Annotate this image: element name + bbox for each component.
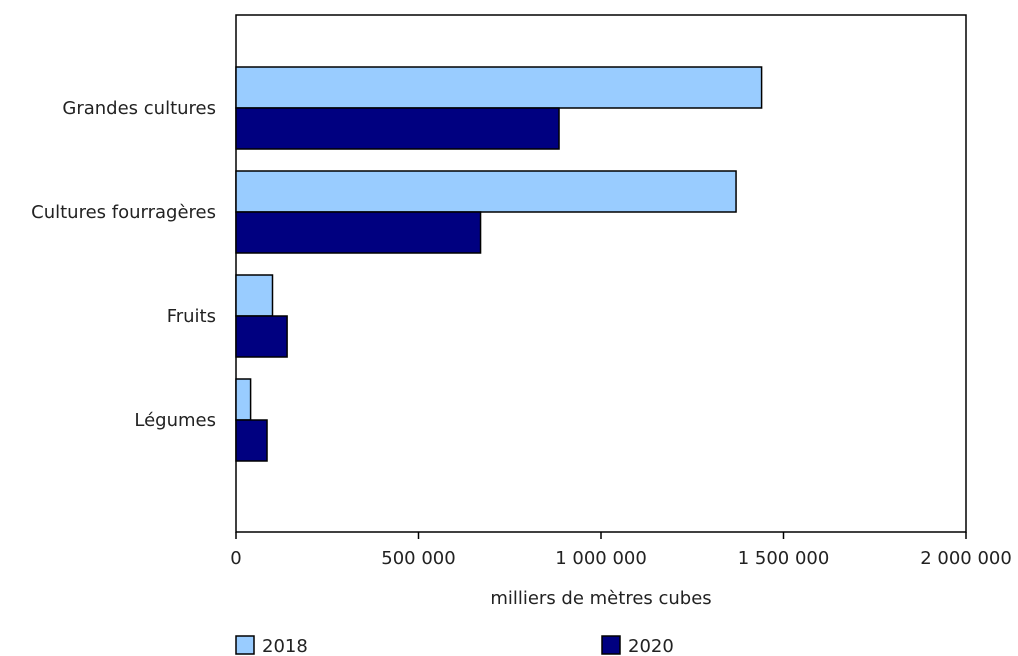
x-tick-label: 0 xyxy=(230,548,241,569)
x-axis-ticks: 0 500 000 1 000 000 1 500 000 2 000 000 xyxy=(230,532,1012,569)
x-axis-title: milliers de mètres cubes xyxy=(490,588,711,609)
x-tick-label: 1 500 000 xyxy=(738,548,830,569)
x-tick-label: 500 000 xyxy=(381,548,455,569)
legend-swatch-2018 xyxy=(235,635,255,655)
bar-2018-3 xyxy=(235,378,252,421)
category-label: Grandes cultures xyxy=(62,98,216,119)
bar-2020-1 xyxy=(235,211,482,254)
category-label: Cultures fourragères xyxy=(31,202,216,223)
x-tick-label: 2 000 000 xyxy=(920,548,1012,569)
category-labels: Grandes cultures Cultures fourragères Frui… xyxy=(31,98,216,431)
category-label: Légumes xyxy=(134,410,216,431)
bar-2018-1 xyxy=(235,170,737,213)
x-tick-label: 1 000 000 xyxy=(555,548,647,569)
legend-swatch-2020 xyxy=(601,635,621,655)
bar-2020-0 xyxy=(235,107,560,150)
bar-2018-0 xyxy=(235,66,763,109)
bar-2020-2 xyxy=(235,315,288,358)
bars-group xyxy=(235,66,763,462)
bar-2020-3 xyxy=(235,419,268,462)
legend-label-2020: 2020 xyxy=(628,636,674,656)
bar-2018-2 xyxy=(235,274,274,317)
legend: 2018 2020 xyxy=(235,635,674,656)
legend-label-2018: 2018 xyxy=(262,636,308,656)
category-label: Fruits xyxy=(167,306,216,327)
